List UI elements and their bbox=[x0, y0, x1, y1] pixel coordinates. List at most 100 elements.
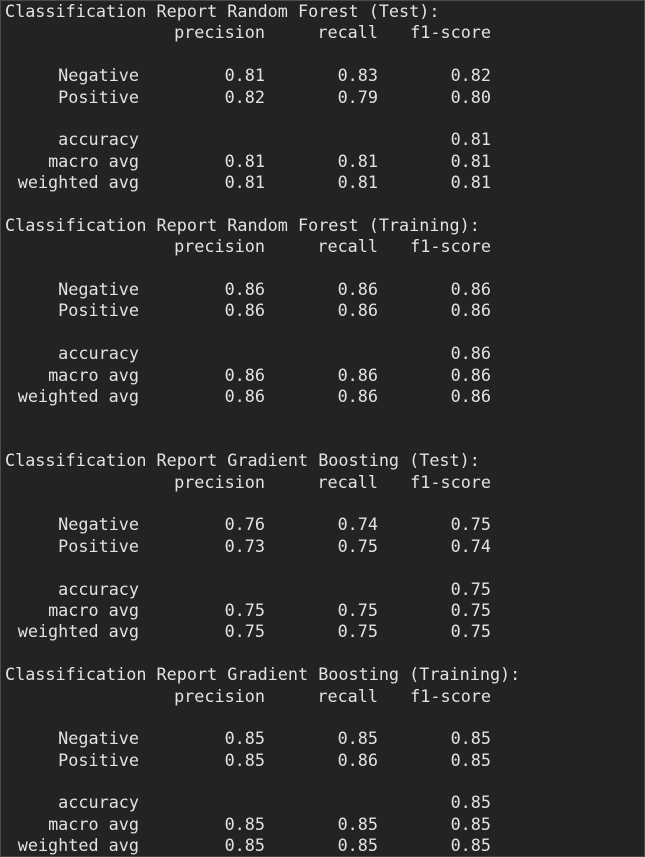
recall-value: 0.86 bbox=[337, 364, 378, 385]
blank-line bbox=[1, 493, 644, 514]
f1-value: 0.86 bbox=[450, 386, 491, 407]
precision-value: 0.85 bbox=[224, 813, 265, 834]
table-row: weighted avg 0.75 0.75 0.75 bbox=[1, 621, 644, 642]
row-label: accuracy bbox=[58, 792, 139, 813]
row-label: macro avg bbox=[48, 599, 139, 620]
row-label: weighted avg bbox=[17, 172, 139, 193]
header-precision: precision bbox=[174, 22, 265, 43]
f1-value: 0.85 bbox=[450, 749, 491, 770]
recall-value: 0.81 bbox=[337, 150, 378, 171]
blank-line bbox=[1, 771, 644, 792]
table-row: macro avg 0.75 0.75 0.75 bbox=[1, 600, 644, 621]
recall-value: 0.85 bbox=[337, 813, 378, 834]
blank-line bbox=[1, 108, 644, 129]
classification-report: Classification Report Random Forest (Tes… bbox=[1, 1, 644, 194]
table-row: Positive 0.86 0.86 0.86 bbox=[1, 300, 644, 321]
row-label: accuracy bbox=[58, 343, 139, 364]
row-label: Negative bbox=[58, 65, 139, 86]
blank-line bbox=[1, 44, 644, 65]
report-title: Classification Report Random Forest (Tes… bbox=[5, 1, 440, 21]
precision-value: 0.85 bbox=[224, 749, 265, 770]
recall-value: 0.86 bbox=[337, 300, 378, 321]
table-row: macro avg 0.81 0.81 0.81 bbox=[1, 151, 644, 172]
blank-line bbox=[1, 194, 644, 215]
precision-value: 0.73 bbox=[224, 535, 265, 556]
f1-value: 0.81 bbox=[450, 150, 491, 171]
recall-value: 0.79 bbox=[337, 86, 378, 107]
table-row: Positive 0.82 0.79 0.80 bbox=[1, 87, 644, 108]
header-recall: recall bbox=[317, 471, 378, 492]
classification-report: Classification Report Gradient Boosting … bbox=[1, 450, 644, 643]
row-label: Positive bbox=[58, 300, 139, 321]
row-label: accuracy bbox=[58, 129, 139, 150]
precision-value: 0.75 bbox=[224, 621, 265, 642]
precision-value: 0.81 bbox=[224, 172, 265, 193]
header-precision: precision bbox=[174, 236, 265, 257]
row-label: weighted avg bbox=[17, 835, 139, 856]
recall-value: 0.75 bbox=[337, 535, 378, 556]
f1-value: 0.86 bbox=[450, 279, 491, 300]
table-row: accuracy 0.86 bbox=[1, 343, 644, 364]
precision-value: 0.86 bbox=[224, 279, 265, 300]
f1-value: 0.86 bbox=[450, 364, 491, 385]
table-row: accuracy 0.85 bbox=[1, 792, 644, 813]
recall-value: 0.85 bbox=[337, 728, 378, 749]
recall-value: 0.74 bbox=[337, 514, 378, 535]
blank-line bbox=[1, 707, 644, 728]
table-row: Negative 0.76 0.74 0.75 bbox=[1, 514, 644, 535]
header-precision: precision bbox=[174, 685, 265, 706]
f1-value: 0.80 bbox=[450, 86, 491, 107]
f1-value: 0.75 bbox=[450, 621, 491, 642]
table-row: weighted avg 0.81 0.81 0.81 bbox=[1, 172, 644, 193]
column-header-row: precision recall f1-score bbox=[1, 236, 644, 257]
column-header-row: precision recall f1-score bbox=[1, 22, 644, 43]
precision-value: 0.85 bbox=[224, 728, 265, 749]
f1-value: 0.82 bbox=[450, 65, 491, 86]
table-row: Negative 0.86 0.86 0.86 bbox=[1, 279, 644, 300]
precision-value: 0.86 bbox=[224, 300, 265, 321]
f1-value: 0.85 bbox=[450, 835, 491, 856]
recall-value: 0.85 bbox=[337, 835, 378, 856]
blank-line bbox=[1, 407, 644, 428]
table-row: macro avg 0.86 0.86 0.86 bbox=[1, 365, 644, 386]
f1-value: 0.75 bbox=[450, 599, 491, 620]
table-row: Negative 0.85 0.85 0.85 bbox=[1, 728, 644, 749]
header-precision: precision bbox=[174, 471, 265, 492]
table-row: accuracy 0.75 bbox=[1, 579, 644, 600]
f1-value: 0.75 bbox=[450, 578, 491, 599]
row-label: Positive bbox=[58, 535, 139, 556]
blank-line bbox=[1, 429, 644, 450]
precision-value: 0.85 bbox=[224, 835, 265, 856]
row-label: Positive bbox=[58, 749, 139, 770]
row-label: macro avg bbox=[48, 813, 139, 834]
f1-value: 0.74 bbox=[450, 535, 491, 556]
precision-value: 0.75 bbox=[224, 599, 265, 620]
header-f1-score: f1-score bbox=[410, 471, 491, 492]
precision-value: 0.86 bbox=[224, 386, 265, 407]
recall-value: 0.75 bbox=[337, 621, 378, 642]
header-f1-score: f1-score bbox=[410, 236, 491, 257]
precision-value: 0.81 bbox=[224, 65, 265, 86]
row-label: Negative bbox=[58, 279, 139, 300]
recall-value: 0.83 bbox=[337, 65, 378, 86]
f1-value: 0.85 bbox=[450, 813, 491, 834]
row-label: macro avg bbox=[48, 364, 139, 385]
header-f1-score: f1-score bbox=[410, 685, 491, 706]
header-recall: recall bbox=[317, 236, 378, 257]
recall-value: 0.75 bbox=[337, 599, 378, 620]
report-title: Classification Report Gradient Boosting … bbox=[5, 450, 480, 471]
recall-value: 0.86 bbox=[337, 279, 378, 300]
row-label: accuracy bbox=[58, 578, 139, 599]
f1-value: 0.81 bbox=[450, 129, 491, 150]
precision-value: 0.81 bbox=[224, 150, 265, 171]
table-row: Positive 0.73 0.75 0.74 bbox=[1, 536, 644, 557]
precision-value: 0.82 bbox=[224, 86, 265, 107]
column-header-row: precision recall f1-score bbox=[1, 686, 644, 707]
f1-value: 0.75 bbox=[450, 514, 491, 535]
f1-value: 0.85 bbox=[450, 792, 491, 813]
f1-value: 0.86 bbox=[450, 300, 491, 321]
blank-line bbox=[1, 322, 644, 343]
row-label: Negative bbox=[58, 514, 139, 535]
recall-value: 0.86 bbox=[337, 749, 378, 770]
